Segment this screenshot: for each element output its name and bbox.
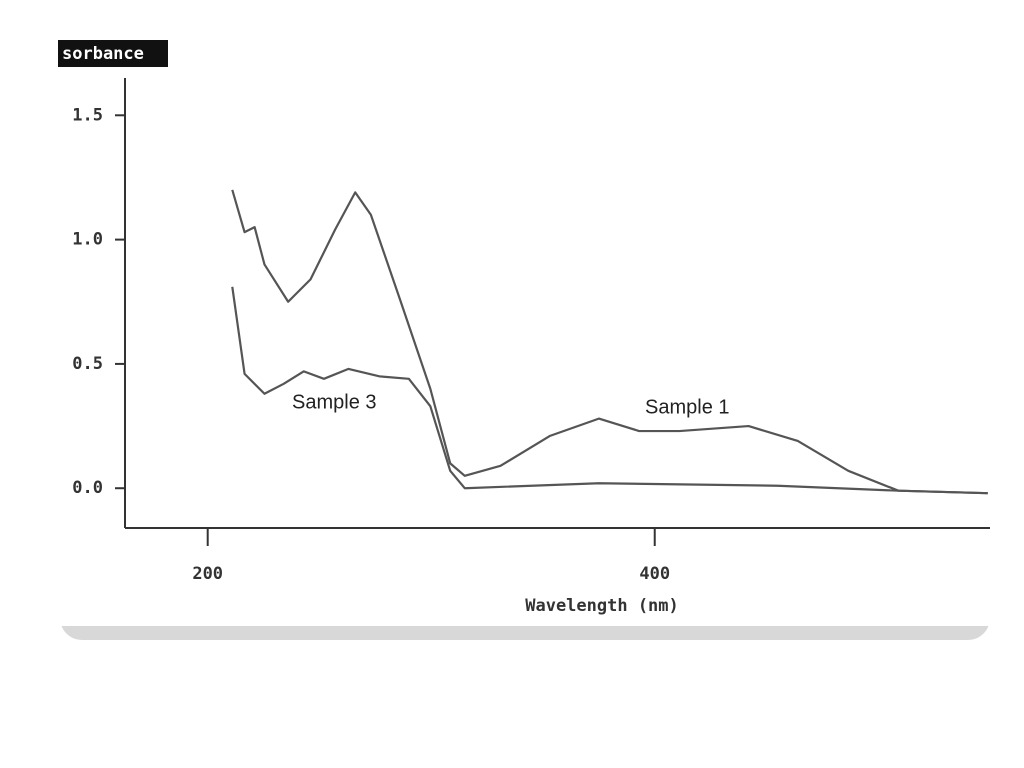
y-tick-label: 1.5 [72, 105, 103, 125]
y-tick-label: 0.5 [72, 354, 103, 374]
x-tick-label: 400 [639, 564, 670, 584]
annotation: Sample 3 [292, 391, 377, 413]
x-tick-label: 200 [192, 564, 223, 584]
data-line [231, 189, 988, 495]
y-tick-label: 1.0 [72, 230, 103, 250]
y-label-box [58, 40, 168, 67]
panel [60, 40, 990, 626]
y-axis-label: sorbance [62, 44, 144, 64]
data-line [231, 286, 988, 495]
y-tick-label: 0.0 [72, 478, 103, 498]
x-axis-label: Wavelength (nm) [525, 596, 679, 616]
annotation: Sample 1 [645, 396, 730, 418]
